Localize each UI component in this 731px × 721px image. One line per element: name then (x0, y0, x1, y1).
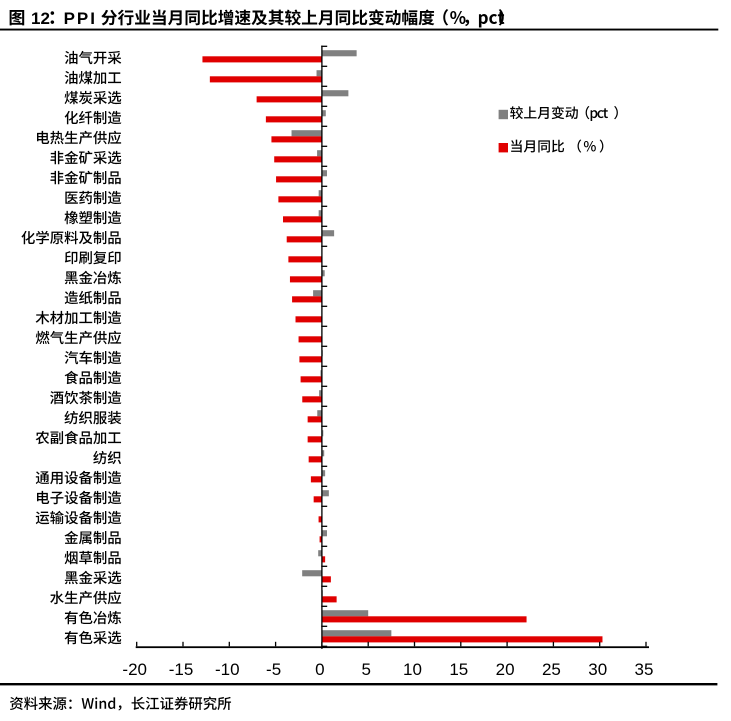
svg-text:0: 0 (315, 660, 324, 679)
svg-text:5: 5 (361, 660, 370, 679)
svg-text:-20: -20 (122, 660, 147, 679)
svg-text:PPI: PPI (64, 9, 97, 28)
svg-text:35: 35 (635, 660, 654, 679)
svg-text:-10: -10 (215, 660, 240, 679)
svg-text:-5: -5 (266, 660, 281, 679)
svg-text:20: 20 (496, 660, 515, 679)
svg-text:-15: -15 (169, 660, 194, 679)
svg-text:12: 12 (31, 9, 50, 28)
svg-text:25: 25 (542, 660, 561, 679)
svg-text:15: 15 (449, 660, 468, 679)
svg-text:30: 30 (588, 660, 607, 679)
svg-text:10: 10 (403, 660, 422, 679)
